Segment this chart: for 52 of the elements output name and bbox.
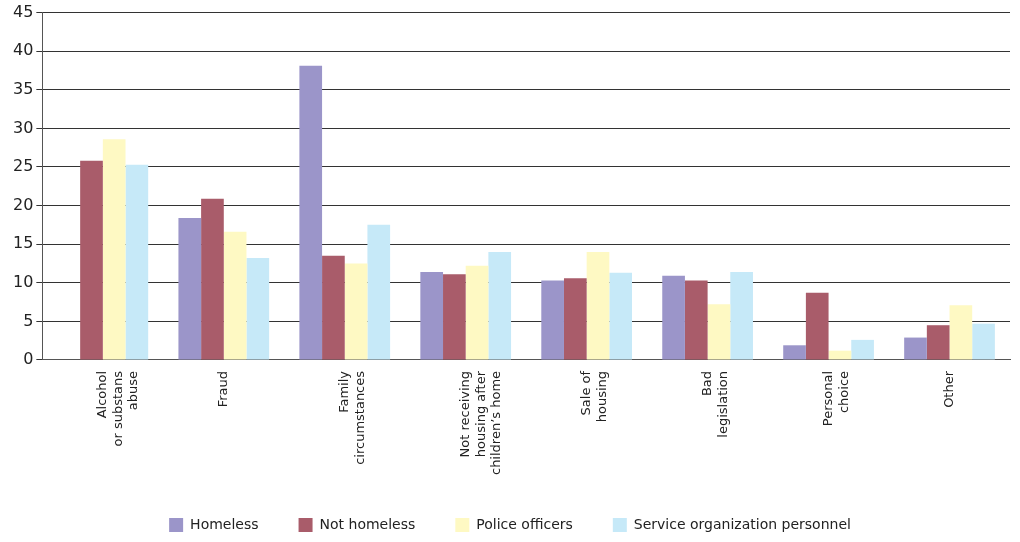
y-tick-label: 0 bbox=[23, 349, 34, 369]
bar bbox=[904, 337, 927, 360]
x-tick-label: Alcohol or substans abuse bbox=[94, 370, 141, 447]
x-tick-label: Personal choice bbox=[819, 370, 851, 427]
bar bbox=[246, 258, 270, 360]
bar bbox=[707, 304, 731, 360]
legend-label: Homeless bbox=[190, 515, 259, 532]
x-tick-label: Other bbox=[940, 370, 956, 408]
bar bbox=[80, 160, 103, 360]
bar bbox=[541, 280, 564, 360]
legend-label: Police officers bbox=[476, 515, 573, 532]
bar bbox=[201, 198, 224, 360]
y-tick-label: 5 bbox=[23, 310, 34, 330]
y-tick-label: 10 bbox=[13, 271, 34, 291]
bar bbox=[299, 65, 323, 360]
x-tick-label: Bad legislation bbox=[698, 370, 730, 438]
bar bbox=[730, 271, 753, 360]
x-tick-label: Not receiving housing after children’s home bbox=[457, 370, 504, 476]
bar bbox=[851, 339, 874, 360]
bar bbox=[783, 345, 806, 360]
bar bbox=[420, 271, 444, 360]
bar bbox=[949, 305, 973, 360]
y-tick-label: 40 bbox=[13, 40, 34, 60]
y-tick-label: 25 bbox=[13, 156, 34, 176]
bar bbox=[102, 139, 126, 360]
x-tick-label: Fraud bbox=[215, 370, 231, 408]
legend-label: Service organization personnel bbox=[633, 515, 851, 532]
bar bbox=[662, 275, 685, 360]
bar bbox=[684, 280, 708, 360]
bar bbox=[322, 255, 345, 360]
bar bbox=[926, 325, 950, 360]
bar bbox=[367, 224, 391, 360]
y-tick-label: 15 bbox=[13, 233, 34, 253]
bar bbox=[178, 217, 202, 360]
bar bbox=[609, 272, 633, 360]
bar bbox=[563, 278, 587, 360]
bar bbox=[972, 323, 995, 360]
bar bbox=[586, 251, 610, 360]
legend-label: Not homeless bbox=[319, 515, 416, 532]
bar bbox=[443, 274, 466, 360]
y-tick-label: 45 bbox=[13, 1, 34, 21]
y-tick-label: 20 bbox=[13, 194, 34, 214]
x-tick-label: Family circumstances bbox=[336, 370, 367, 465]
bar bbox=[125, 164, 149, 360]
bar bbox=[223, 231, 247, 360]
bar bbox=[488, 251, 512, 360]
x-tick-label: Sale of housing bbox=[578, 370, 609, 423]
bar bbox=[344, 263, 368, 360]
y-tick-label: 35 bbox=[13, 78, 34, 98]
y-tick-label: 30 bbox=[13, 117, 34, 137]
bar bbox=[465, 265, 489, 360]
bar bbox=[805, 292, 829, 360]
